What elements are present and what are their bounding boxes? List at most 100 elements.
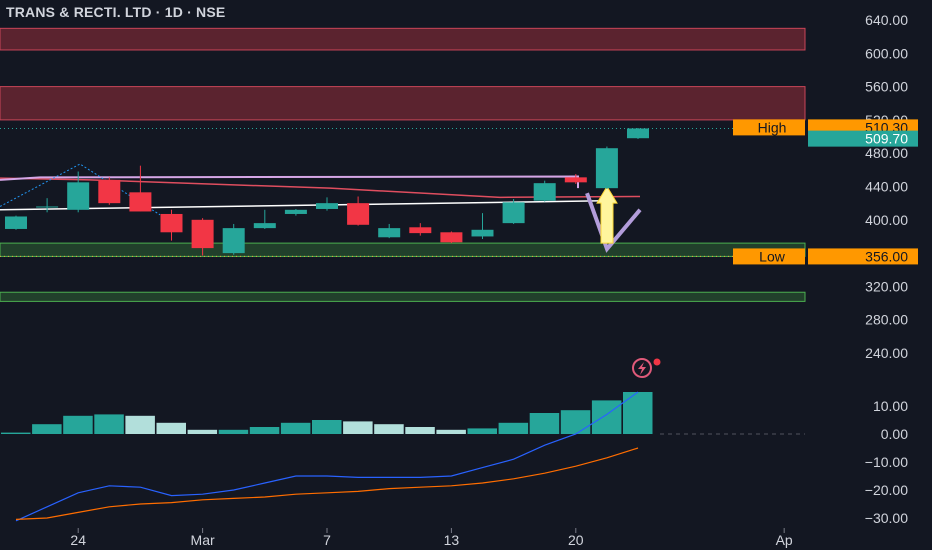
histogram-bar xyxy=(436,429,466,434)
histogram-bar xyxy=(94,414,124,434)
check-pattern-line xyxy=(585,192,642,253)
histogram-bar xyxy=(498,422,529,434)
candle xyxy=(440,231,463,244)
time-tick-label: Mar xyxy=(191,532,215,548)
candle-body xyxy=(471,229,494,237)
indicator-tick-label: 0.00 xyxy=(881,426,908,442)
histogram-bar xyxy=(374,424,404,434)
indicator-fast-line xyxy=(15,391,639,522)
lightning-icon[interactable] xyxy=(632,358,661,378)
price-tick-label: 320.00 xyxy=(865,278,908,294)
last-price-tag-value-box xyxy=(808,130,918,147)
candle-body xyxy=(98,179,121,204)
candle-body xyxy=(378,228,401,238)
zones-layer xyxy=(0,27,806,302)
candle xyxy=(502,198,525,224)
indicator-tick-label: −10.00 xyxy=(865,454,908,470)
time-tick-label: 7 xyxy=(323,532,331,548)
histogram-bar xyxy=(125,415,155,434)
candle xyxy=(316,197,338,211)
histogram-bar xyxy=(405,427,435,434)
price-tick-label: 480.00 xyxy=(865,145,908,161)
price-tick-label: 280.00 xyxy=(865,312,908,328)
indicator-tick-label: 10.00 xyxy=(873,398,908,414)
candle xyxy=(471,213,494,239)
zone-resistance xyxy=(0,27,806,51)
histogram-bar xyxy=(187,429,218,434)
low-tag-value-box xyxy=(808,248,918,265)
zone-support xyxy=(0,291,806,302)
candle xyxy=(595,146,618,189)
histogram-bar xyxy=(249,427,280,434)
candle-body xyxy=(440,232,463,243)
candle xyxy=(36,198,59,213)
candle-body xyxy=(222,228,245,254)
indicator-axis: 10.00 0.00 −10.00 −20.00 −30.00 xyxy=(865,398,908,526)
overlay-lines-layer xyxy=(0,127,805,257)
histogram-bar xyxy=(32,424,62,434)
candle-body xyxy=(129,192,152,212)
price-tick-label: 600.00 xyxy=(865,45,908,61)
histogram-bar xyxy=(1,432,31,434)
indicator-slow-line xyxy=(15,447,639,520)
low-tag-label-box xyxy=(733,248,805,265)
candle xyxy=(378,223,401,239)
histogram-bar xyxy=(591,400,622,434)
candle xyxy=(98,177,121,205)
indicator-tick-label: −20.00 xyxy=(865,482,908,498)
candle-body xyxy=(347,203,370,225)
candle xyxy=(5,215,27,230)
candle-body xyxy=(191,219,214,249)
candle-body xyxy=(564,177,587,183)
histogram-bar xyxy=(529,413,560,434)
histogram-bar xyxy=(63,415,93,434)
price-tick-label: 440.00 xyxy=(865,179,908,195)
price-tick-label: 400.00 xyxy=(865,212,908,228)
candle-body xyxy=(5,216,27,229)
candle xyxy=(347,196,370,226)
candle-body xyxy=(502,202,525,224)
candles-layer xyxy=(5,127,649,256)
candle xyxy=(191,218,214,256)
histogram-bar xyxy=(623,392,653,434)
price-tick-label: 240.00 xyxy=(865,345,908,361)
high-tag-label-box xyxy=(733,119,805,136)
candle-body xyxy=(284,209,307,214)
up-arrow-icon xyxy=(596,185,618,244)
histogram-bar xyxy=(560,410,591,434)
candle xyxy=(253,209,276,229)
price-tick-label: 640.00 xyxy=(865,12,908,28)
time-tick-label: 20 xyxy=(568,532,584,548)
histogram-bar xyxy=(280,422,311,434)
candle-body xyxy=(627,128,649,139)
time-tick-label: Ap xyxy=(776,532,793,548)
candle-body xyxy=(595,148,618,189)
candle-body xyxy=(67,182,90,210)
candle-body xyxy=(36,206,59,208)
zone-support xyxy=(0,242,806,257)
chart-title: TRANS & RECTI. LTD · 1D · NSE xyxy=(6,4,226,20)
candle xyxy=(533,180,556,202)
candle-body xyxy=(316,203,338,209)
low-tag: Low 356.00 xyxy=(733,248,918,265)
candle-body xyxy=(533,183,556,201)
price-axis: 640.00600.00560.00520.00480.00440.00400.… xyxy=(865,12,908,361)
indicator-lines-layer xyxy=(15,391,639,522)
histogram-bar xyxy=(343,421,373,434)
candle xyxy=(409,223,432,236)
histogram-bar xyxy=(218,429,249,434)
candle xyxy=(284,208,307,216)
histogram-bar xyxy=(312,420,342,434)
histogram-layer xyxy=(1,392,805,435)
last-price-tag: 509.70 xyxy=(808,130,918,147)
histogram-bar xyxy=(156,422,186,434)
indicator-tick-label: −30.00 xyxy=(865,510,908,526)
last-price-tag-value: 509.70 xyxy=(865,131,908,147)
candle-body xyxy=(160,213,183,233)
low-tag-value: 356.00 xyxy=(865,248,908,264)
low-tag-label: Low xyxy=(759,248,786,264)
time-axis: 24 Mar 7 13 20 Ap xyxy=(70,528,793,548)
time-tick-label: 24 xyxy=(70,532,86,548)
